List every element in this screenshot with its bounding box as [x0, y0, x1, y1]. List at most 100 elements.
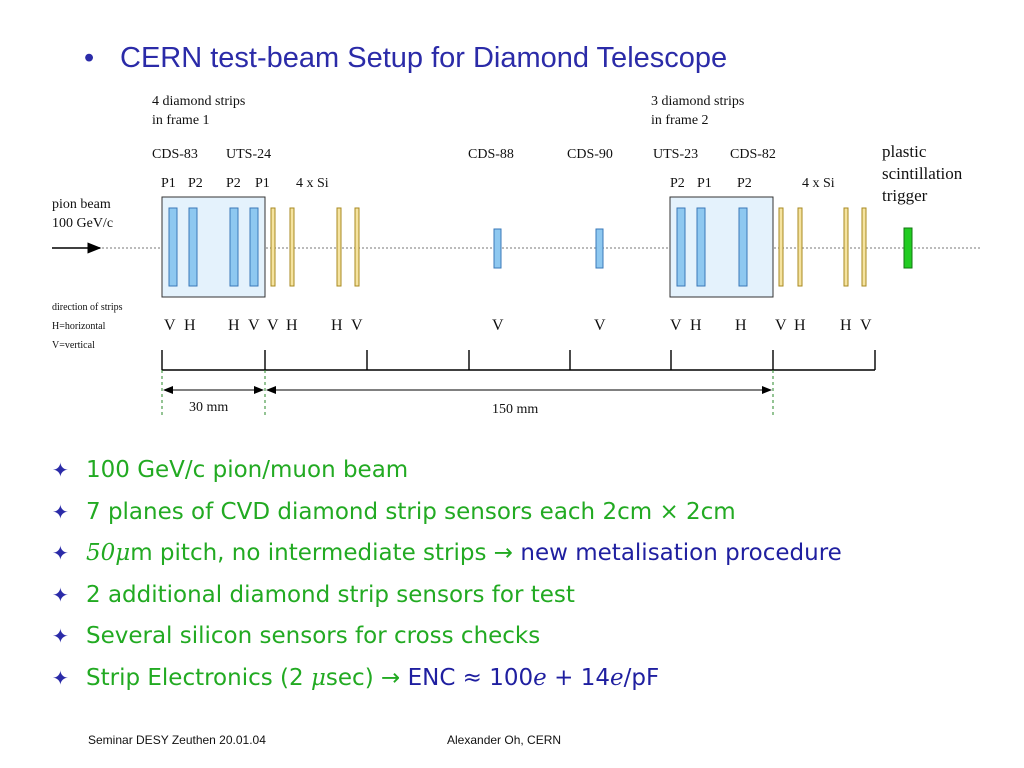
bullet-item: ✦ 7 planes of CVD diamond strip sensors e…	[52, 492, 842, 534]
bullet-star-icon: ✦	[52, 541, 69, 565]
bullet-text: m pitch, no intermediate strips →	[130, 540, 521, 566]
orientation-label: V	[351, 317, 363, 334]
plane-label: 4 x Si	[296, 176, 329, 191]
orientation-label: V	[267, 317, 279, 334]
plane-label: P2	[670, 176, 685, 191]
diamond-plane	[696, 207, 706, 287]
orientation-label: V	[492, 317, 504, 334]
frame2-caption-line2: in frame 2	[651, 113, 709, 128]
bullet-text: Strip Electronics (2	[86, 664, 311, 691]
slide-title: • CERN test-beam Setup for Diamond Telesc…	[84, 42, 727, 75]
detector-name-cds83: CDS-83	[152, 147, 198, 162]
title-bullet: •	[84, 42, 95, 74]
bullet-text: 7 planes of CVD diamond strip sensors ea…	[86, 498, 736, 525]
test-diamond-cds88	[493, 228, 502, 269]
plane-label: P1	[161, 176, 176, 191]
frame-2	[669, 196, 774, 298]
title-text: CERN test-beam Setup for Diamond Telesco…	[120, 42, 728, 74]
plane-label: 4 x Si	[802, 176, 835, 191]
detector-name-uts24: UTS-24	[226, 147, 271, 162]
bullet-item: ✦ Several silicon sensors for cross check…	[52, 616, 842, 658]
diamond-plane	[188, 207, 198, 287]
orientation-label: H	[286, 317, 298, 334]
detector-name-uts23: UTS-23	[653, 147, 698, 162]
bullet-text: + 14	[546, 664, 610, 691]
plane-label: P2	[737, 176, 752, 191]
orientation-label: H	[184, 317, 196, 334]
dimension-guides	[161, 370, 774, 418]
bullet-star-icon: ✦	[52, 582, 69, 607]
frame1-caption-line2: in frame 1	[152, 113, 210, 128]
diamond-plane	[249, 207, 259, 287]
bullet-text: sec) →	[325, 664, 408, 691]
silicon-plane	[289, 207, 295, 287]
frame2-caption-line1: 3 diamond strips	[651, 94, 744, 109]
bullet-text: μ	[310, 664, 326, 691]
plane-label: P1	[697, 176, 712, 191]
dimension-150mm-label: 150 mm	[492, 402, 538, 417]
test-diamond-cds90	[595, 228, 604, 269]
plane-label: P2	[188, 176, 203, 191]
plane-label: P1	[255, 176, 270, 191]
detector-name-cds90: CDS-90	[567, 147, 613, 162]
silicon-plane	[797, 207, 803, 287]
bullet-star-icon: ✦	[52, 499, 69, 524]
orientation-label: V	[594, 317, 606, 334]
bullet-text: ENC ≈ 100	[407, 664, 534, 691]
diamond-plane	[676, 207, 686, 287]
diamond-plane	[738, 207, 748, 287]
orientation-label: H	[840, 317, 852, 334]
beam-label-line2: 100 GeV/c	[52, 216, 113, 231]
orientation-label: V	[248, 317, 260, 334]
orientation-label: V	[860, 317, 872, 334]
strip-legend-line3: V=vertical	[52, 340, 95, 351]
trigger-label-line1: plastic	[882, 142, 927, 161]
bullet-text: Several silicon sensors for cross checks	[86, 623, 541, 649]
strip-legend-line1: direction of strips	[52, 302, 123, 313]
frame1-caption-line1: 4 diamond strips	[152, 94, 245, 109]
footer-left: Seminar DESY Zeuthen 20.01.04	[88, 733, 266, 747]
silicon-plane	[354, 207, 360, 287]
bullet-item: ✦ 50μm pitch, no intermediate strips → ne…	[52, 533, 842, 575]
silicon-plane	[843, 207, 849, 287]
footer-center: Alexander Oh, CERN	[447, 733, 562, 747]
orientation-label: H	[228, 317, 240, 334]
bullet-item: ✦ Strip Electronics (2 μsec) → ENC ≈ 100e…	[52, 658, 842, 700]
bullet-text: /pF	[623, 664, 660, 691]
distance-ruler	[161, 350, 876, 371]
bullet-text: e	[609, 664, 624, 691]
plane-label: P2	[226, 176, 241, 191]
strip-legend-line2: H=horizontal	[52, 321, 106, 332]
bullet-text: e	[533, 664, 547, 691]
silicon-plane	[861, 207, 867, 287]
bullet-item: ✦ 2 additional diamond strip sensors for …	[52, 575, 842, 617]
orientation-label: H	[794, 317, 806, 334]
diamond-plane	[168, 207, 178, 287]
trigger-label-line3: trigger	[882, 186, 928, 205]
diamond-plane	[229, 207, 239, 287]
bullet-star-icon: ✦	[52, 458, 69, 482]
bullet-star-icon: ✦	[52, 665, 69, 690]
detector-name-cds82: CDS-82	[730, 147, 776, 162]
bullet-star-icon: ✦	[52, 624, 69, 648]
orientation-label: V	[670, 317, 682, 334]
scintillator-trigger	[903, 227, 913, 269]
orientation-label: V	[775, 317, 787, 334]
bullet-item: ✦ 100 GeV/c pion/muon beam	[52, 450, 842, 492]
trigger-label-line2: scintillation	[882, 164, 963, 183]
orientation-label: V	[164, 317, 176, 334]
dimension-30mm-label: 30 mm	[189, 400, 228, 415]
frame-1	[161, 196, 266, 298]
orientation-label: H	[331, 317, 343, 334]
silicon-plane	[270, 207, 276, 287]
test-beam-diagram: 4 diamond strips in frame 1 3 diamond st…	[52, 94, 980, 418]
orientation-label: H	[735, 317, 747, 334]
bullet-text: 100 GeV/c pion/muon beam	[86, 457, 409, 483]
beam-label-line1: pion beam	[52, 197, 111, 212]
bullet-list: ✦ 100 GeV/c pion/muon beam ✦ 7 planes of CV…	[52, 450, 842, 699]
bullet-text: new metalisation procedure	[520, 540, 842, 566]
detector-name-cds88: CDS-88	[468, 147, 514, 162]
orientation-label: H	[690, 317, 702, 334]
bullet-text: 2 additional diamond strip sensors for t…	[86, 581, 575, 608]
silicon-plane	[336, 207, 342, 287]
